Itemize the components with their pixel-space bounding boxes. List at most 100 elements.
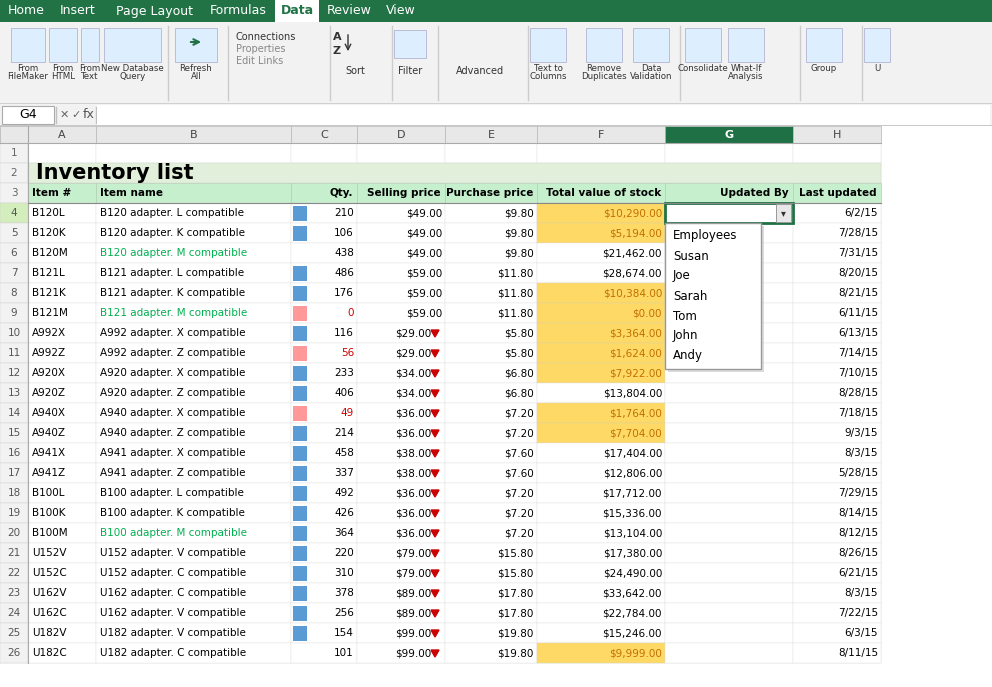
Text: A940Z: A940Z bbox=[32, 428, 66, 438]
Text: Joe: Joe bbox=[673, 269, 690, 282]
Text: $6.80: $6.80 bbox=[504, 388, 534, 398]
Text: B120 adapter. M compatible: B120 adapter. M compatible bbox=[100, 248, 247, 258]
Bar bbox=[96, 363, 291, 383]
Bar bbox=[537, 403, 665, 423]
Bar bbox=[537, 323, 665, 343]
Polygon shape bbox=[431, 630, 439, 637]
Text: 22: 22 bbox=[7, 568, 21, 578]
Text: $34.00: $34.00 bbox=[395, 368, 431, 378]
Bar bbox=[175, 28, 217, 62]
Text: Validation: Validation bbox=[630, 72, 673, 81]
Bar bbox=[291, 263, 357, 283]
Bar bbox=[445, 323, 537, 343]
Bar bbox=[2, 106, 54, 124]
Bar bbox=[0, 423, 28, 443]
Text: U162 adapter. C compatible: U162 adapter. C compatible bbox=[100, 588, 246, 598]
Text: 6/13/15: 6/13/15 bbox=[838, 328, 878, 338]
Text: $9.80: $9.80 bbox=[504, 228, 534, 238]
Bar bbox=[97, 105, 990, 125]
Bar bbox=[665, 643, 793, 663]
Bar bbox=[96, 423, 291, 443]
Text: U182C: U182C bbox=[32, 648, 66, 658]
Text: F: F bbox=[598, 130, 604, 139]
Bar bbox=[291, 563, 357, 583]
Polygon shape bbox=[431, 330, 439, 337]
Text: A941X: A941X bbox=[32, 448, 66, 458]
Bar bbox=[793, 643, 881, 663]
Text: B100L: B100L bbox=[32, 488, 64, 498]
Bar bbox=[0, 363, 28, 383]
Text: 256: 256 bbox=[334, 608, 354, 618]
Text: $36.00: $36.00 bbox=[395, 528, 431, 538]
Bar bbox=[0, 22, 992, 104]
Text: 176: 176 bbox=[334, 288, 354, 298]
Bar bbox=[0, 603, 28, 623]
Bar bbox=[291, 523, 357, 543]
Bar bbox=[0, 183, 28, 203]
Text: $10,384.00: $10,384.00 bbox=[602, 288, 662, 298]
Bar bbox=[793, 343, 881, 363]
Text: 4: 4 bbox=[11, 208, 17, 218]
Text: H: H bbox=[833, 130, 841, 139]
Text: Z: Z bbox=[333, 46, 341, 56]
Bar bbox=[96, 643, 291, 663]
Bar bbox=[357, 523, 445, 543]
Bar bbox=[28, 503, 96, 523]
Bar bbox=[0, 583, 28, 603]
Bar bbox=[357, 503, 445, 523]
Bar bbox=[291, 283, 357, 303]
Bar bbox=[445, 643, 537, 663]
Text: 106: 106 bbox=[334, 228, 354, 238]
Text: 2: 2 bbox=[11, 168, 17, 178]
Text: $36.00: $36.00 bbox=[395, 508, 431, 518]
Bar bbox=[96, 183, 291, 203]
Bar bbox=[96, 303, 291, 323]
Bar bbox=[793, 463, 881, 483]
Text: $11.80: $11.80 bbox=[498, 268, 534, 278]
Text: ✕: ✕ bbox=[60, 110, 68, 120]
Bar bbox=[357, 603, 445, 623]
Text: 56: 56 bbox=[340, 348, 354, 358]
Bar bbox=[96, 243, 291, 263]
Bar bbox=[96, 223, 291, 243]
Bar bbox=[28, 203, 96, 223]
Bar bbox=[793, 303, 881, 323]
Bar bbox=[28, 126, 96, 143]
Bar bbox=[793, 403, 881, 423]
Polygon shape bbox=[431, 650, 439, 657]
Bar bbox=[291, 443, 357, 463]
Text: $5.80: $5.80 bbox=[504, 348, 534, 358]
Bar bbox=[685, 28, 721, 62]
Text: 8/3/15: 8/3/15 bbox=[844, 588, 878, 598]
Bar bbox=[445, 523, 537, 543]
Text: 13: 13 bbox=[7, 388, 21, 398]
Bar bbox=[445, 563, 537, 583]
Text: A940 adapter. Z compatible: A940 adapter. Z compatible bbox=[100, 428, 245, 438]
Bar bbox=[28, 183, 96, 203]
Text: Insert: Insert bbox=[61, 5, 96, 17]
Bar bbox=[0, 126, 992, 687]
Text: 3: 3 bbox=[11, 188, 17, 198]
Text: 378: 378 bbox=[334, 588, 354, 598]
Bar bbox=[665, 423, 793, 443]
Bar bbox=[293, 225, 307, 240]
Bar bbox=[537, 263, 665, 283]
Bar bbox=[357, 583, 445, 603]
Bar bbox=[291, 403, 357, 423]
Bar bbox=[445, 603, 537, 623]
Bar bbox=[28, 563, 96, 583]
Text: $10,290.00: $10,290.00 bbox=[603, 208, 662, 218]
Bar bbox=[96, 583, 291, 603]
Bar bbox=[665, 263, 793, 283]
Text: Tom: Tom bbox=[673, 310, 696, 322]
Text: $7.60: $7.60 bbox=[504, 468, 534, 478]
Text: 49: 49 bbox=[340, 408, 354, 418]
Bar bbox=[28, 483, 96, 503]
Bar bbox=[357, 283, 445, 303]
Text: 15: 15 bbox=[7, 428, 21, 438]
Bar bbox=[793, 363, 881, 383]
Bar bbox=[665, 223, 761, 369]
Text: Properties: Properties bbox=[236, 44, 286, 54]
Bar bbox=[445, 423, 537, 443]
Bar bbox=[537, 543, 665, 563]
